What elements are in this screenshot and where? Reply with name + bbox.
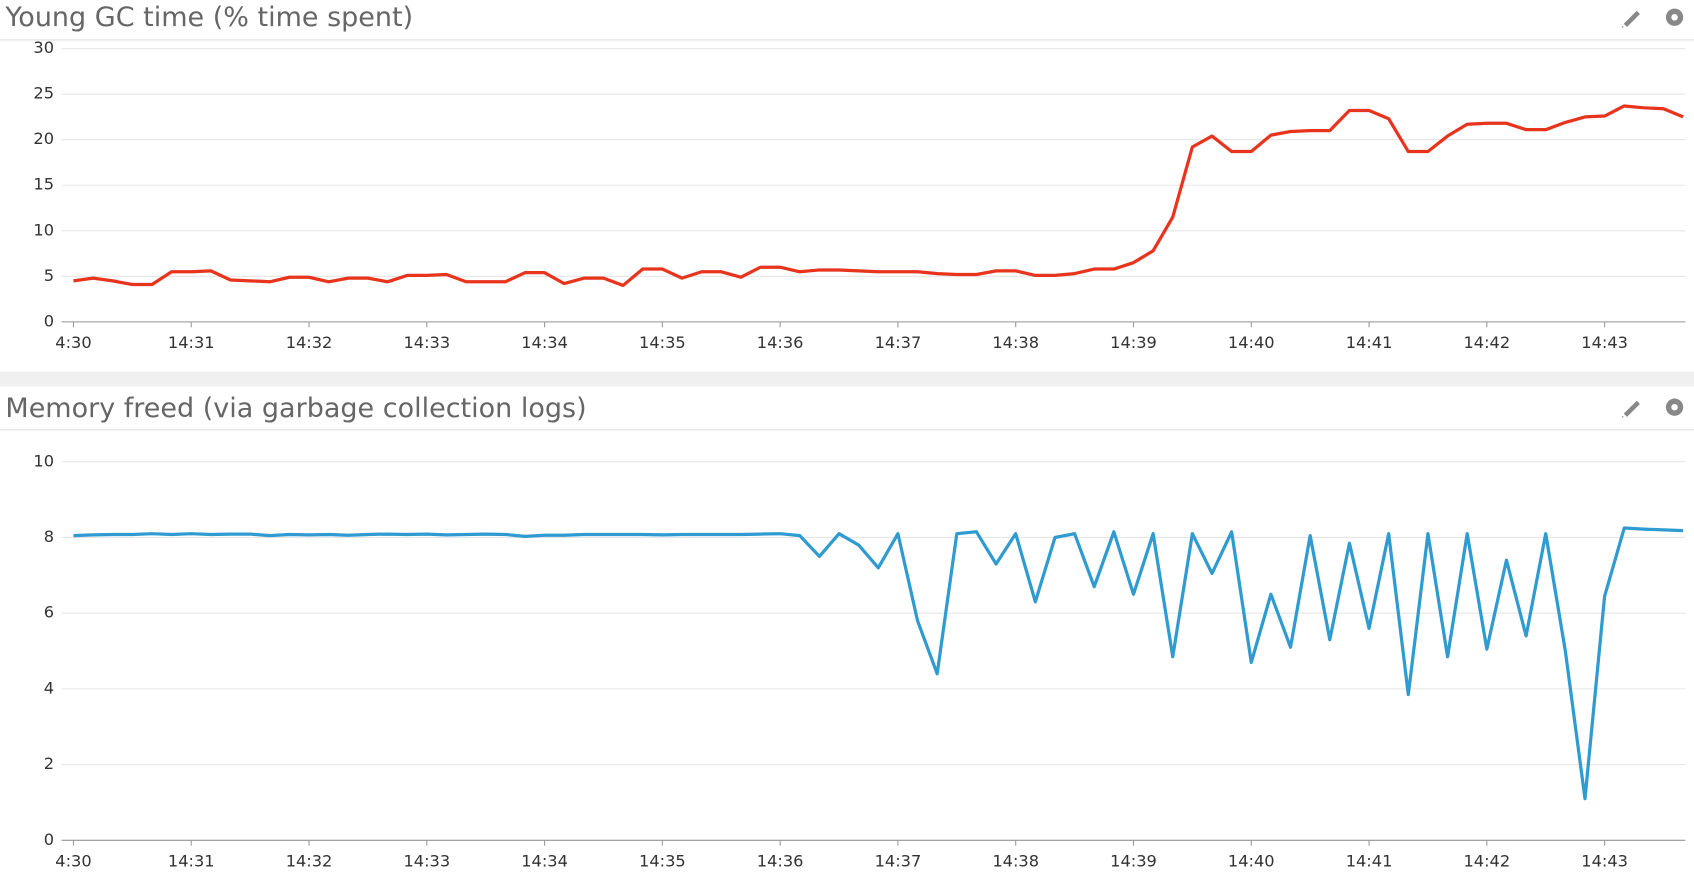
y-tick-label: 15 bbox=[33, 175, 54, 194]
settings-icon[interactable] bbox=[1665, 8, 1684, 26]
x-tick-label: 14:34 bbox=[521, 851, 568, 870]
x-tick-label: 4:30 bbox=[55, 333, 91, 352]
x-tick-label: 14:34 bbox=[521, 333, 568, 352]
series-line bbox=[73, 526, 1684, 801]
x-tick-label: 14:31 bbox=[168, 851, 215, 870]
x-tick-label: 14:39 bbox=[1110, 851, 1157, 870]
x-tick-label: 14:39 bbox=[1110, 333, 1157, 352]
x-tick-label: 14:42 bbox=[1463, 851, 1510, 870]
series-line bbox=[73, 104, 1684, 288]
x-tick-label: 14:38 bbox=[992, 851, 1039, 870]
x-tick-label: 14:43 bbox=[1581, 851, 1628, 870]
x-tick-label: 14:43 bbox=[1581, 333, 1628, 352]
y-tick-label: 6 bbox=[44, 603, 54, 622]
x-tick-label: 14:32 bbox=[286, 333, 333, 352]
edit-icon[interactable] bbox=[1621, 400, 1640, 418]
x-tick-label: 14:38 bbox=[992, 333, 1039, 352]
x-tick-label: 14:33 bbox=[403, 851, 450, 870]
x-tick-label: 14:41 bbox=[1346, 333, 1393, 352]
x-tick-label: 4:30 bbox=[55, 851, 91, 870]
x-tick-label: 14:36 bbox=[757, 851, 804, 870]
x-tick-label: 14:33 bbox=[403, 333, 450, 352]
y-tick-label: 10 bbox=[33, 220, 54, 239]
panel-title: Memory freed (via garbage collection log… bbox=[5, 393, 586, 424]
y-tick-label: 5 bbox=[44, 266, 54, 285]
x-tick-label: 14:40 bbox=[1228, 851, 1275, 870]
x-tick-label: 14:32 bbox=[286, 851, 333, 870]
x-tick-label: 14:35 bbox=[639, 333, 686, 352]
y-tick-label: 10 bbox=[33, 451, 54, 470]
x-tick-label: 14:42 bbox=[1463, 333, 1510, 352]
y-tick-label: 0 bbox=[44, 830, 54, 849]
x-tick-label: 14:36 bbox=[757, 333, 804, 352]
y-tick-label: 8 bbox=[44, 527, 54, 546]
y-tick-label: 25 bbox=[33, 84, 54, 103]
settings-icon[interactable] bbox=[1665, 398, 1684, 416]
edit-icon[interactable] bbox=[1621, 10, 1640, 29]
x-tick-label: 14:37 bbox=[875, 851, 922, 870]
y-tick-label: 0 bbox=[44, 311, 54, 330]
x-tick-label: 14:41 bbox=[1346, 851, 1393, 870]
y-tick-label: 30 bbox=[33, 38, 54, 57]
panel-separator bbox=[0, 371, 1694, 387]
x-tick-label: 14:31 bbox=[168, 333, 215, 352]
x-tick-label: 14:40 bbox=[1228, 333, 1275, 352]
y-tick-label: 20 bbox=[33, 129, 54, 148]
y-tick-label: 4 bbox=[44, 678, 54, 697]
y-tick-label: 2 bbox=[44, 754, 54, 773]
x-tick-label: 14:35 bbox=[639, 851, 686, 870]
panel-title: Young GC time (% time spent) bbox=[4, 2, 413, 33]
x-tick-label: 14:37 bbox=[875, 333, 922, 352]
